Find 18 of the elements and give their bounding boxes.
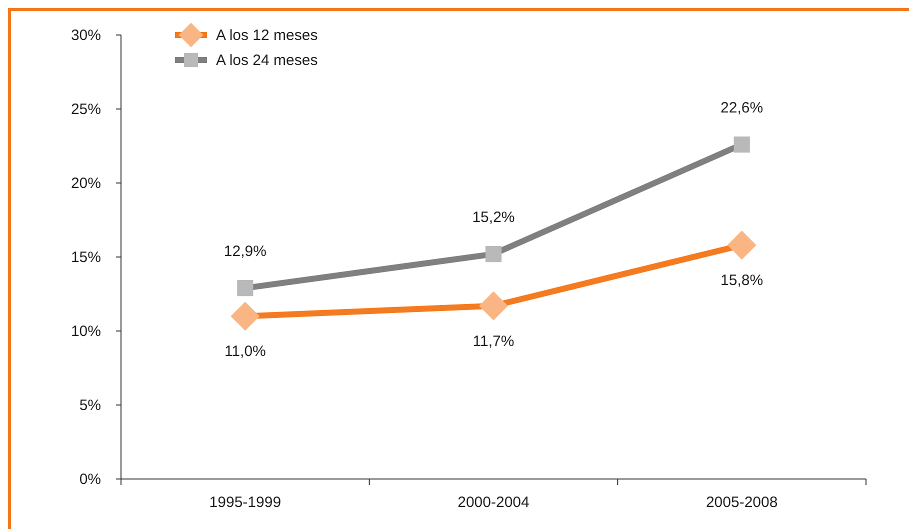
y-tick-label: 5%: [79, 397, 101, 414]
x-tick-label: 2000-2004: [458, 494, 530, 511]
data-label: 11,7%: [472, 332, 514, 350]
y-tick-label: 20%: [70, 175, 101, 192]
data-label: 11,0%: [224, 343, 266, 360]
x-tick-label: 1995-1999: [209, 494, 282, 511]
x-tick-label: 2005-2008: [706, 494, 778, 511]
y-tick-label: 0%: [79, 471, 101, 488]
legend-label: A los 24 meses: [216, 52, 318, 69]
legend-label: A los 12 meses: [216, 27, 318, 44]
data-label: 12,9%: [224, 243, 266, 260]
y-tick-label: 25%: [70, 101, 101, 118]
y-tick-label: 15%: [70, 249, 101, 266]
data-label: 15,8%: [720, 272, 764, 290]
y-tick-label: 10%: [70, 323, 101, 340]
data-label: 15,2%: [472, 209, 515, 226]
data-label: 22,6%: [720, 100, 764, 117]
y-tick-label: 30%: [70, 27, 101, 44]
